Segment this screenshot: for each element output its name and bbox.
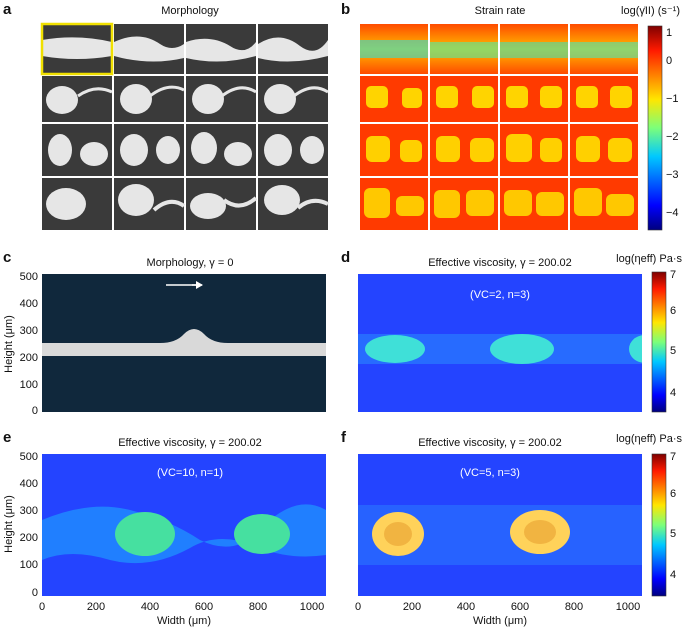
panel-e-ytick: 300 [20, 505, 38, 517]
panel-d-cbar-tick: 6 [670, 305, 676, 317]
panel-c-yticks: 500 400 300 200 100 0 [20, 271, 38, 417]
panel-f-xtick: 200 [403, 601, 421, 613]
panel-b-letter: b [341, 1, 350, 18]
panel-e-ytick: 0 [32, 587, 38, 599]
panel-f-xtick: 0 [355, 601, 361, 613]
panel-b-title: Strain rate [475, 5, 526, 17]
panel-c-ytick: 100 [20, 379, 38, 391]
panel-d-colorbar [651, 271, 667, 413]
panel-f-colorbar-ticks: 7 6 5 4 [670, 451, 676, 581]
panel-a-morphology-grid [40, 22, 329, 230]
panel-f-cbar-tick: 7 [670, 451, 676, 463]
panel-c-letter: c [3, 249, 11, 266]
panel-f-xtick: 400 [457, 601, 475, 613]
panel-e-ylabel: Height (μm) [3, 495, 15, 553]
panel-f-title: Effective viscosity, γ = 200.02 [418, 437, 562, 449]
arrow-head-icon [196, 281, 203, 289]
panel-b-cbar-tick: −1 [666, 93, 679, 105]
panel-c-ytick: 200 [20, 352, 38, 364]
panel-e-xtick: 800 [249, 601, 267, 613]
panel-f-xtick: 1000 [616, 601, 640, 613]
panel-d-title: Effective viscosity, γ = 200.02 [428, 257, 572, 269]
panel-e-xtick: 200 [87, 601, 105, 613]
panel-d-cbar-tick: 4 [670, 387, 676, 399]
panel-b-cbar-tick: −3 [666, 169, 679, 181]
panel-b-colorbar-ticks: 1 0 −1 −2 −3 −4 [666, 27, 679, 219]
panel-f-plot [358, 454, 642, 596]
panel-c-title: Morphology, γ = 0 [147, 257, 234, 269]
panel-e-title: Effective viscosity, γ = 200.02 [118, 437, 262, 449]
panel-d-letter: d [341, 249, 350, 266]
panel-e-xticks: 0 200 400 600 800 1000 [39, 601, 324, 613]
panel-e-annotation: (VC=10, n=1) [157, 467, 223, 479]
panel-e-xlabel: Width (μm) [157, 615, 211, 627]
panel-e-plot [42, 454, 326, 596]
panel-c-ytick: 0 [32, 405, 38, 417]
panel-e-letter: e [3, 429, 11, 446]
panel-f-colorbar [651, 453, 667, 597]
panel-f-cbar-tick: 5 [670, 528, 676, 540]
panel-e-yticks: 500 400 300 200 100 0 [20, 451, 38, 599]
panel-b-colorbar [647, 25, 663, 231]
panel-c-ylabel: Height (μm) [3, 315, 15, 373]
panel-b-cbar-tick: −4 [666, 207, 679, 219]
panel-a-title: Morphology [161, 5, 219, 17]
panel-f-colorbar-label: log(ηeff) Pa·s [616, 433, 682, 445]
panel-f-letter: f [341, 429, 347, 446]
panel-b-cbar-tick: 0 [666, 55, 672, 67]
panel-f-xticks: 0 200 400 600 800 1000 [355, 601, 640, 613]
panel-d-colorbar-ticks: 7 6 5 4 [670, 269, 676, 399]
panel-c-ytick: 300 [20, 325, 38, 337]
panel-f-annotation: (VC=5, n=3) [460, 467, 520, 479]
panel-f-xlabel: Width (μm) [473, 615, 527, 627]
panel-d-cbar-tick: 7 [670, 269, 676, 281]
panel-d-plot [358, 274, 661, 412]
panel-b-cbar-tick: −2 [666, 131, 679, 143]
panel-f-xtick: 800 [565, 601, 583, 613]
panel-b-colorbar-label: log(γ̇II) (s⁻¹) [621, 5, 680, 17]
panel-e-xtick: 0 [39, 601, 45, 613]
panel-b-cbar-tick: 1 [666, 27, 672, 39]
panel-e-xtick: 600 [195, 601, 213, 613]
panel-e-ytick: 400 [20, 478, 38, 490]
panel-d-cbar-tick: 5 [670, 345, 676, 357]
panel-e-xtick: 400 [141, 601, 159, 613]
panel-f-xtick: 600 [511, 601, 529, 613]
panel-f-cbar-tick: 6 [670, 488, 676, 500]
panel-a-letter: a [3, 1, 12, 18]
panel-e-ytick: 100 [20, 559, 38, 571]
panel-c-ytick: 500 [20, 271, 38, 283]
panel-d-colorbar-label: log(ηeff) Pa·s [616, 253, 682, 265]
panel-c-plot [42, 274, 326, 412]
panel-e-ytick: 200 [20, 532, 38, 544]
panel-e-xtick: 1000 [300, 601, 324, 613]
panel-b-strain-rate-grid [360, 24, 638, 230]
panel-c-ytick: 400 [20, 298, 38, 310]
panel-f-cbar-tick: 4 [670, 569, 676, 581]
panel-d-annotation: (VC=2, n=3) [470, 289, 530, 301]
panel-e-ytick: 500 [20, 451, 38, 463]
